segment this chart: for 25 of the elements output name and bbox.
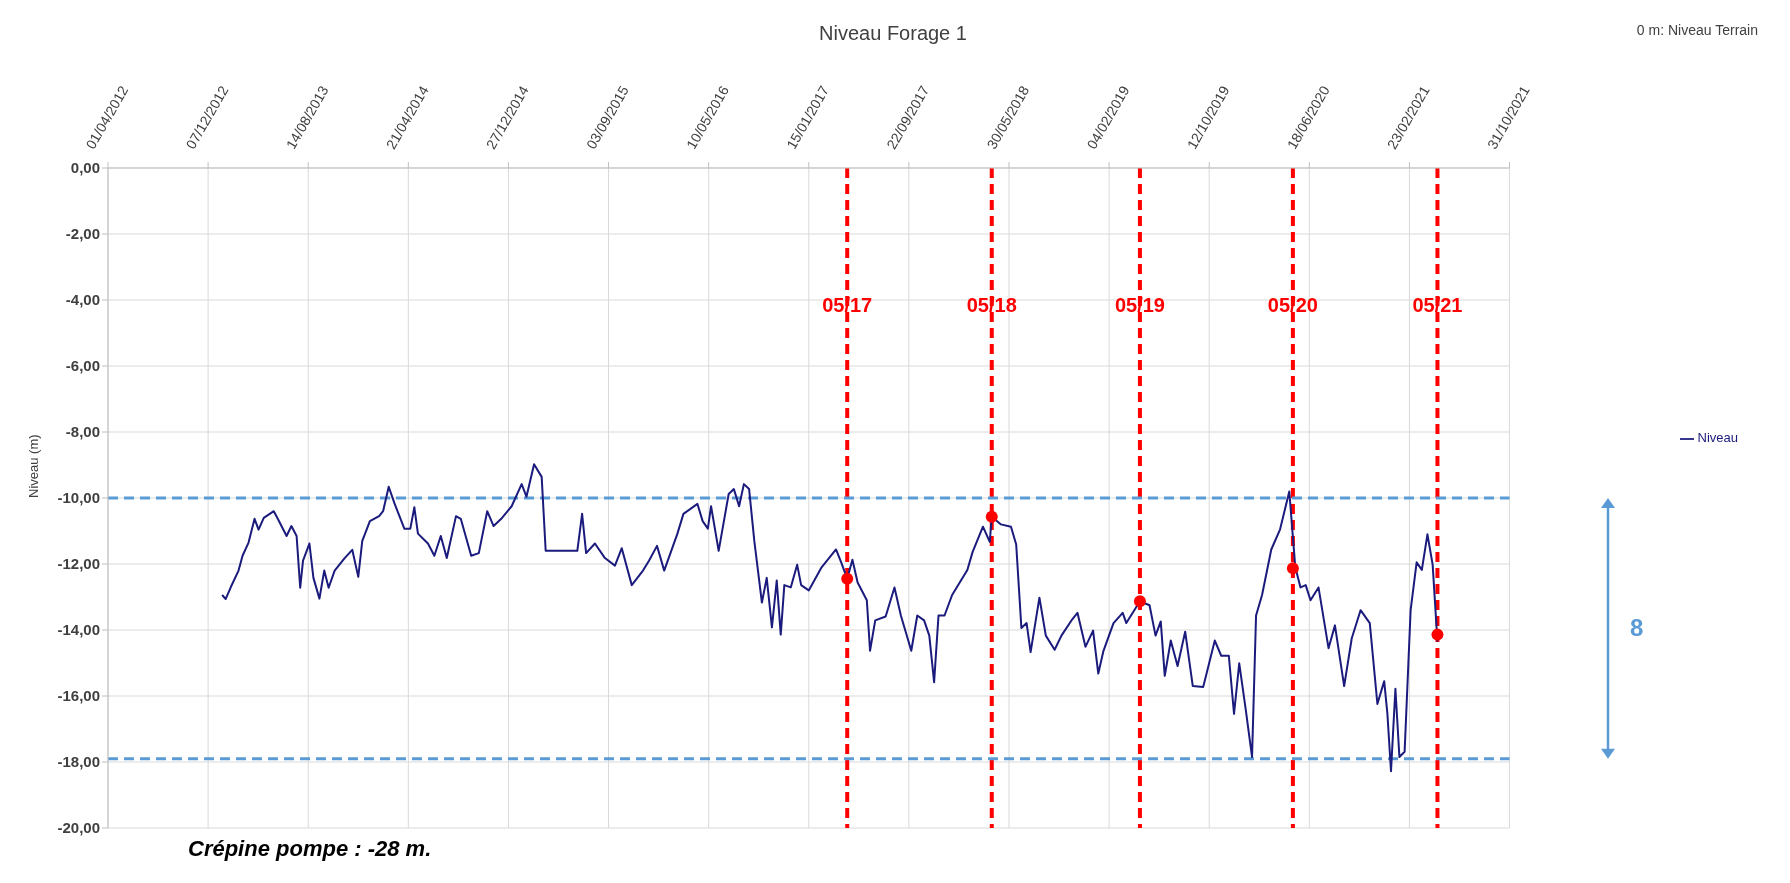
- point: [841, 572, 854, 585]
- y-tick-label: 0,00: [70, 159, 100, 177]
- point: [1431, 628, 1444, 641]
- y-tick-label: -4,00: [65, 291, 100, 309]
- text: 8: [1630, 614, 1644, 643]
- text: 0 m: Niveau Terrain: [1636, 22, 1758, 38]
- text: Crépine pompe : -28 m.: [188, 836, 432, 862]
- y-tick-label: -14,00: [57, 621, 100, 639]
- point: [1286, 562, 1299, 575]
- ref-line-label: 05/18: [966, 294, 1017, 317]
- y-tick-label: -10,00: [57, 489, 100, 507]
- y-tick-label: -12,00: [57, 555, 100, 573]
- point: [1133, 595, 1146, 608]
- legend-label: Niveau: [1697, 430, 1738, 446]
- point: [985, 510, 998, 523]
- y-tick-label: -8,00: [65, 423, 100, 441]
- y-tick-label: -20,00: [57, 819, 100, 837]
- y-tick-label: -18,00: [57, 753, 100, 771]
- ref-line-label: 05/19: [1114, 294, 1165, 317]
- ref-line-label: 05/20: [1267, 294, 1318, 317]
- y-axis-title: Niveau (m): [25, 434, 41, 498]
- chart-title: Niveau Forage 1: [819, 22, 967, 44]
- y-tick-label: -2,00: [65, 225, 100, 243]
- y-tick-label: -6,00: [65, 357, 100, 375]
- y-tick-label: -16,00: [57, 687, 100, 705]
